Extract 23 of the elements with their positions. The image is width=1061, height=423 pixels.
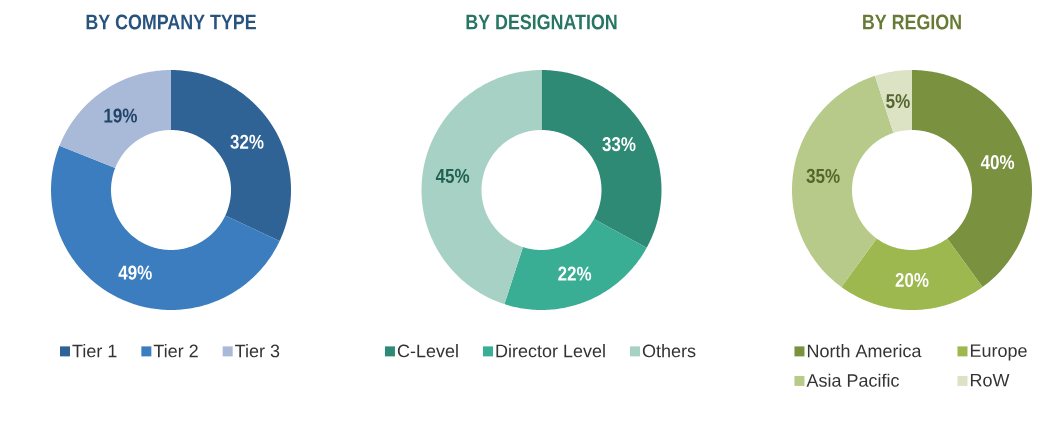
data-label: 5% — [886, 94, 910, 109]
data-label: 20% — [895, 272, 929, 288]
legend-label: C-Level — [397, 344, 458, 358]
legend-label: Others — [642, 344, 696, 358]
data-label: 22% — [558, 266, 592, 281]
data-label: 33% — [602, 137, 636, 152]
legend-label: RoW — [970, 373, 1010, 387]
legend-label: Europe — [970, 344, 1027, 361]
legend-label: Tier 3 — [235, 344, 280, 358]
chart-title: BY DESIGNATION — [466, 14, 617, 30]
chart-title: BY REGION — [863, 14, 961, 30]
data-label: 49% — [118, 265, 152, 280]
data-label: 35% — [806, 168, 840, 184]
legend-label: Director Level — [496, 344, 605, 358]
legend-label: Tier 2 — [153, 344, 198, 358]
data-label: 19% — [104, 108, 137, 123]
legend-label: North America — [807, 344, 922, 358]
data-label: 32% — [230, 134, 264, 149]
legend-label: Asia Pacific — [806, 373, 899, 387]
chart-title: BY COMPANY TYPE — [86, 14, 256, 30]
data-label: 45% — [435, 168, 470, 183]
data-label: 40% — [980, 155, 1015, 170]
legend-label: Tier 1 — [72, 344, 117, 358]
